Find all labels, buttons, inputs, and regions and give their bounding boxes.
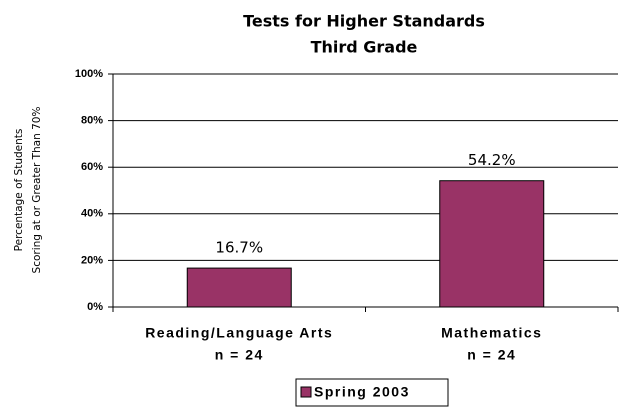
legend-box xyxy=(295,378,449,407)
y-axis-label-line: Percentage of Students xyxy=(13,129,25,252)
x-tick-label: n = 24 xyxy=(467,347,516,363)
x-tick-label: Reading/Language Arts xyxy=(145,325,333,341)
data-label: 54.2% xyxy=(468,151,516,169)
x-tick-label: Mathematics xyxy=(441,325,542,341)
legend-label: Spring 2003 xyxy=(314,384,410,400)
y-tick-label: 100% xyxy=(75,68,103,80)
data-label: 16.7% xyxy=(215,239,263,257)
bar xyxy=(186,267,292,308)
y-tick-label: 60% xyxy=(81,161,103,173)
y-axis-label: Percentage of Students Scoring at or Gre… xyxy=(13,107,43,274)
legend-swatch xyxy=(300,386,312,398)
chart-subtitle: Third Grade xyxy=(311,38,418,57)
x-tick-label: n = 24 xyxy=(215,347,264,363)
chart-title: Tests for Higher Standards xyxy=(243,12,485,31)
y-tick-label: 40% xyxy=(81,208,103,220)
y-tick-label: 80% xyxy=(81,115,103,127)
y-axis-label-line: Scoring at or Greater Than 70% xyxy=(31,107,43,274)
y-tick-label: 20% xyxy=(81,254,103,266)
bar xyxy=(439,180,545,308)
y-tick-label: 0% xyxy=(87,301,103,313)
